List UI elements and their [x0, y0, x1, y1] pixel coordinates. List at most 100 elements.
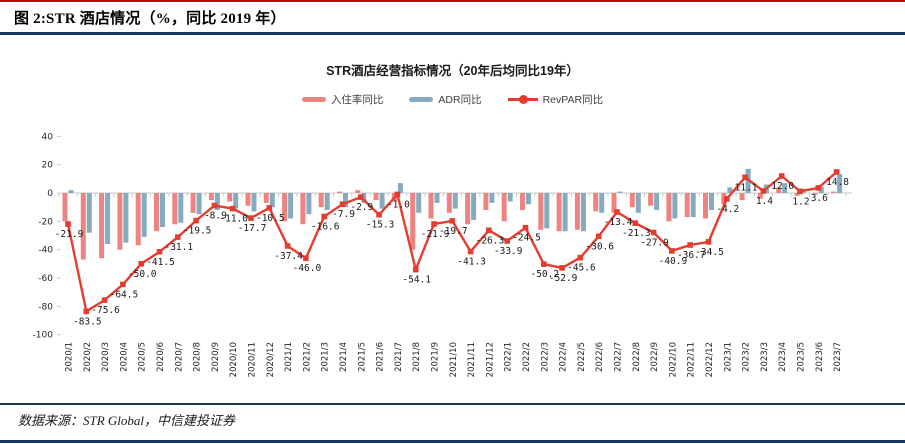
revpar-marker	[650, 229, 657, 236]
revpar-data-label: -54.1	[402, 275, 431, 286]
revpar-marker	[394, 191, 401, 198]
revpar-marker	[339, 201, 346, 207]
adr-bar	[617, 191, 623, 193]
occupancy-bar	[282, 193, 288, 222]
y-axis-label: 20	[42, 161, 54, 171]
revpar-marker	[687, 242, 693, 248]
x-axis-label: 2021/1	[284, 342, 294, 372]
occupancy-bar	[776, 187, 782, 193]
revpar-data-label: -46.0	[293, 263, 322, 274]
occupancy-bar	[428, 193, 434, 219]
occupancy-bar	[465, 193, 471, 225]
bottom-navy-rule	[0, 440, 905, 443]
adr-bar	[68, 190, 74, 193]
occupancy-bar	[355, 190, 361, 193]
revpar-data-label: 3.6	[811, 193, 828, 204]
occupancy-bar	[483, 193, 489, 210]
occupancy-bar	[318, 193, 324, 208]
occupancy-bar	[410, 193, 416, 250]
x-axis-label: 2020/1	[65, 342, 75, 372]
legend-item-occupancy: 入住率同比	[301, 92, 384, 107]
revpar-marker	[120, 281, 126, 288]
revpar-data-label: -41.3	[457, 257, 486, 268]
revpar-data-label: -4.2	[716, 204, 739, 215]
revpar-marker	[175, 234, 181, 240]
occupancy-bar	[538, 193, 544, 230]
occupancy-bar	[135, 193, 141, 246]
x-axis-label: 2023/1	[723, 342, 733, 372]
revpar-data-label: 11.1	[735, 182, 758, 193]
occupancy-bar	[99, 193, 105, 259]
adr-bar	[233, 193, 239, 209]
occupancy-bar	[739, 193, 745, 201]
occupancy-bar	[757, 193, 763, 199]
x-axis-label: 2023/6	[815, 342, 825, 372]
x-axis-label: 2023/5	[797, 342, 807, 372]
y-axis-label: -60	[38, 274, 53, 284]
revpar-data-label: -33.9	[494, 246, 523, 257]
revpar-data-label: -41.5	[146, 257, 175, 268]
adr-bar	[489, 193, 495, 203]
adr-bar	[288, 193, 294, 219]
revpar-data-label: -21.9	[55, 229, 84, 240]
adr-bar	[544, 193, 550, 229]
adr-bar	[160, 193, 165, 227]
top-red-rule	[0, 0, 905, 2]
x-axis-label: 2021/3	[321, 342, 331, 372]
adr-bar	[306, 193, 312, 215]
adr-bar	[123, 193, 129, 243]
occupancy-bar	[373, 193, 379, 201]
occupancy-bar	[172, 193, 178, 225]
adr-bar	[434, 193, 440, 203]
revpar-legend-label: RevPAR同比	[542, 94, 604, 106]
adr-swatch-icon	[409, 97, 434, 102]
revpar-marker	[541, 261, 547, 267]
occupancy-legend-label: 入住率同比	[330, 94, 384, 106]
occupancy-bar	[80, 193, 86, 260]
x-axis-label: 2023/2	[742, 342, 752, 372]
adr-bar	[526, 193, 531, 205]
occupancy-bar	[611, 193, 617, 213]
occupancy-bar	[337, 191, 342, 193]
revpar-data-label: -45.6	[567, 263, 596, 274]
revpar-data-label: 1.2	[792, 196, 809, 207]
adr-bar	[599, 193, 605, 213]
revpar-data-label: -24.5	[512, 233, 541, 244]
adr-bar	[251, 193, 257, 212]
adr-bar	[397, 183, 403, 193]
x-axis-label: 2020/12	[266, 342, 276, 377]
occupancy-bar	[794, 193, 800, 196]
x-axis-label: 2021/7	[394, 342, 404, 372]
revpar-data-label: -21.9	[421, 229, 450, 240]
adr-bar	[837, 173, 843, 193]
revpar-data-label: -26.3	[476, 235, 505, 246]
revpar-marker	[138, 261, 144, 267]
x-axis-label: 2022/10	[668, 342, 678, 377]
occupancy-bar	[831, 191, 837, 193]
revpar-marker	[705, 239, 712, 245]
adr-bar	[818, 186, 824, 193]
adr-bar	[654, 193, 660, 210]
adr-bar	[727, 187, 733, 193]
adr-bar	[269, 193, 275, 208]
adr-legend-label: ADR同比	[438, 94, 482, 106]
legend-item-adr: ADR同比	[409, 92, 482, 107]
x-axis-label: 2020/3	[101, 342, 111, 372]
revpar-data-label: -1.0	[387, 199, 410, 210]
occupancy-bar	[666, 193, 672, 222]
revpar-data-label: -34.5	[695, 247, 724, 258]
y-axis-label: -80	[38, 302, 53, 312]
revpar-data-label: -15.3	[366, 220, 395, 231]
revpar-marker	[522, 224, 529, 231]
x-axis-label: 2021/9	[431, 342, 441, 372]
revpar-marker	[303, 255, 309, 261]
x-axis-label: 2022/2	[522, 342, 532, 372]
occupancy-bar	[245, 193, 251, 206]
x-axis-label: 2023/3	[760, 342, 770, 372]
revpar-marker	[833, 169, 840, 175]
chart-title: STR酒店经营指标情况（20年后均同比19年）	[326, 64, 579, 78]
occupancy-bar	[684, 193, 690, 218]
adr-bar	[105, 193, 111, 244]
revpar-data-label: -10.5	[256, 213, 285, 224]
x-axis-label: 2020/5	[138, 342, 148, 372]
